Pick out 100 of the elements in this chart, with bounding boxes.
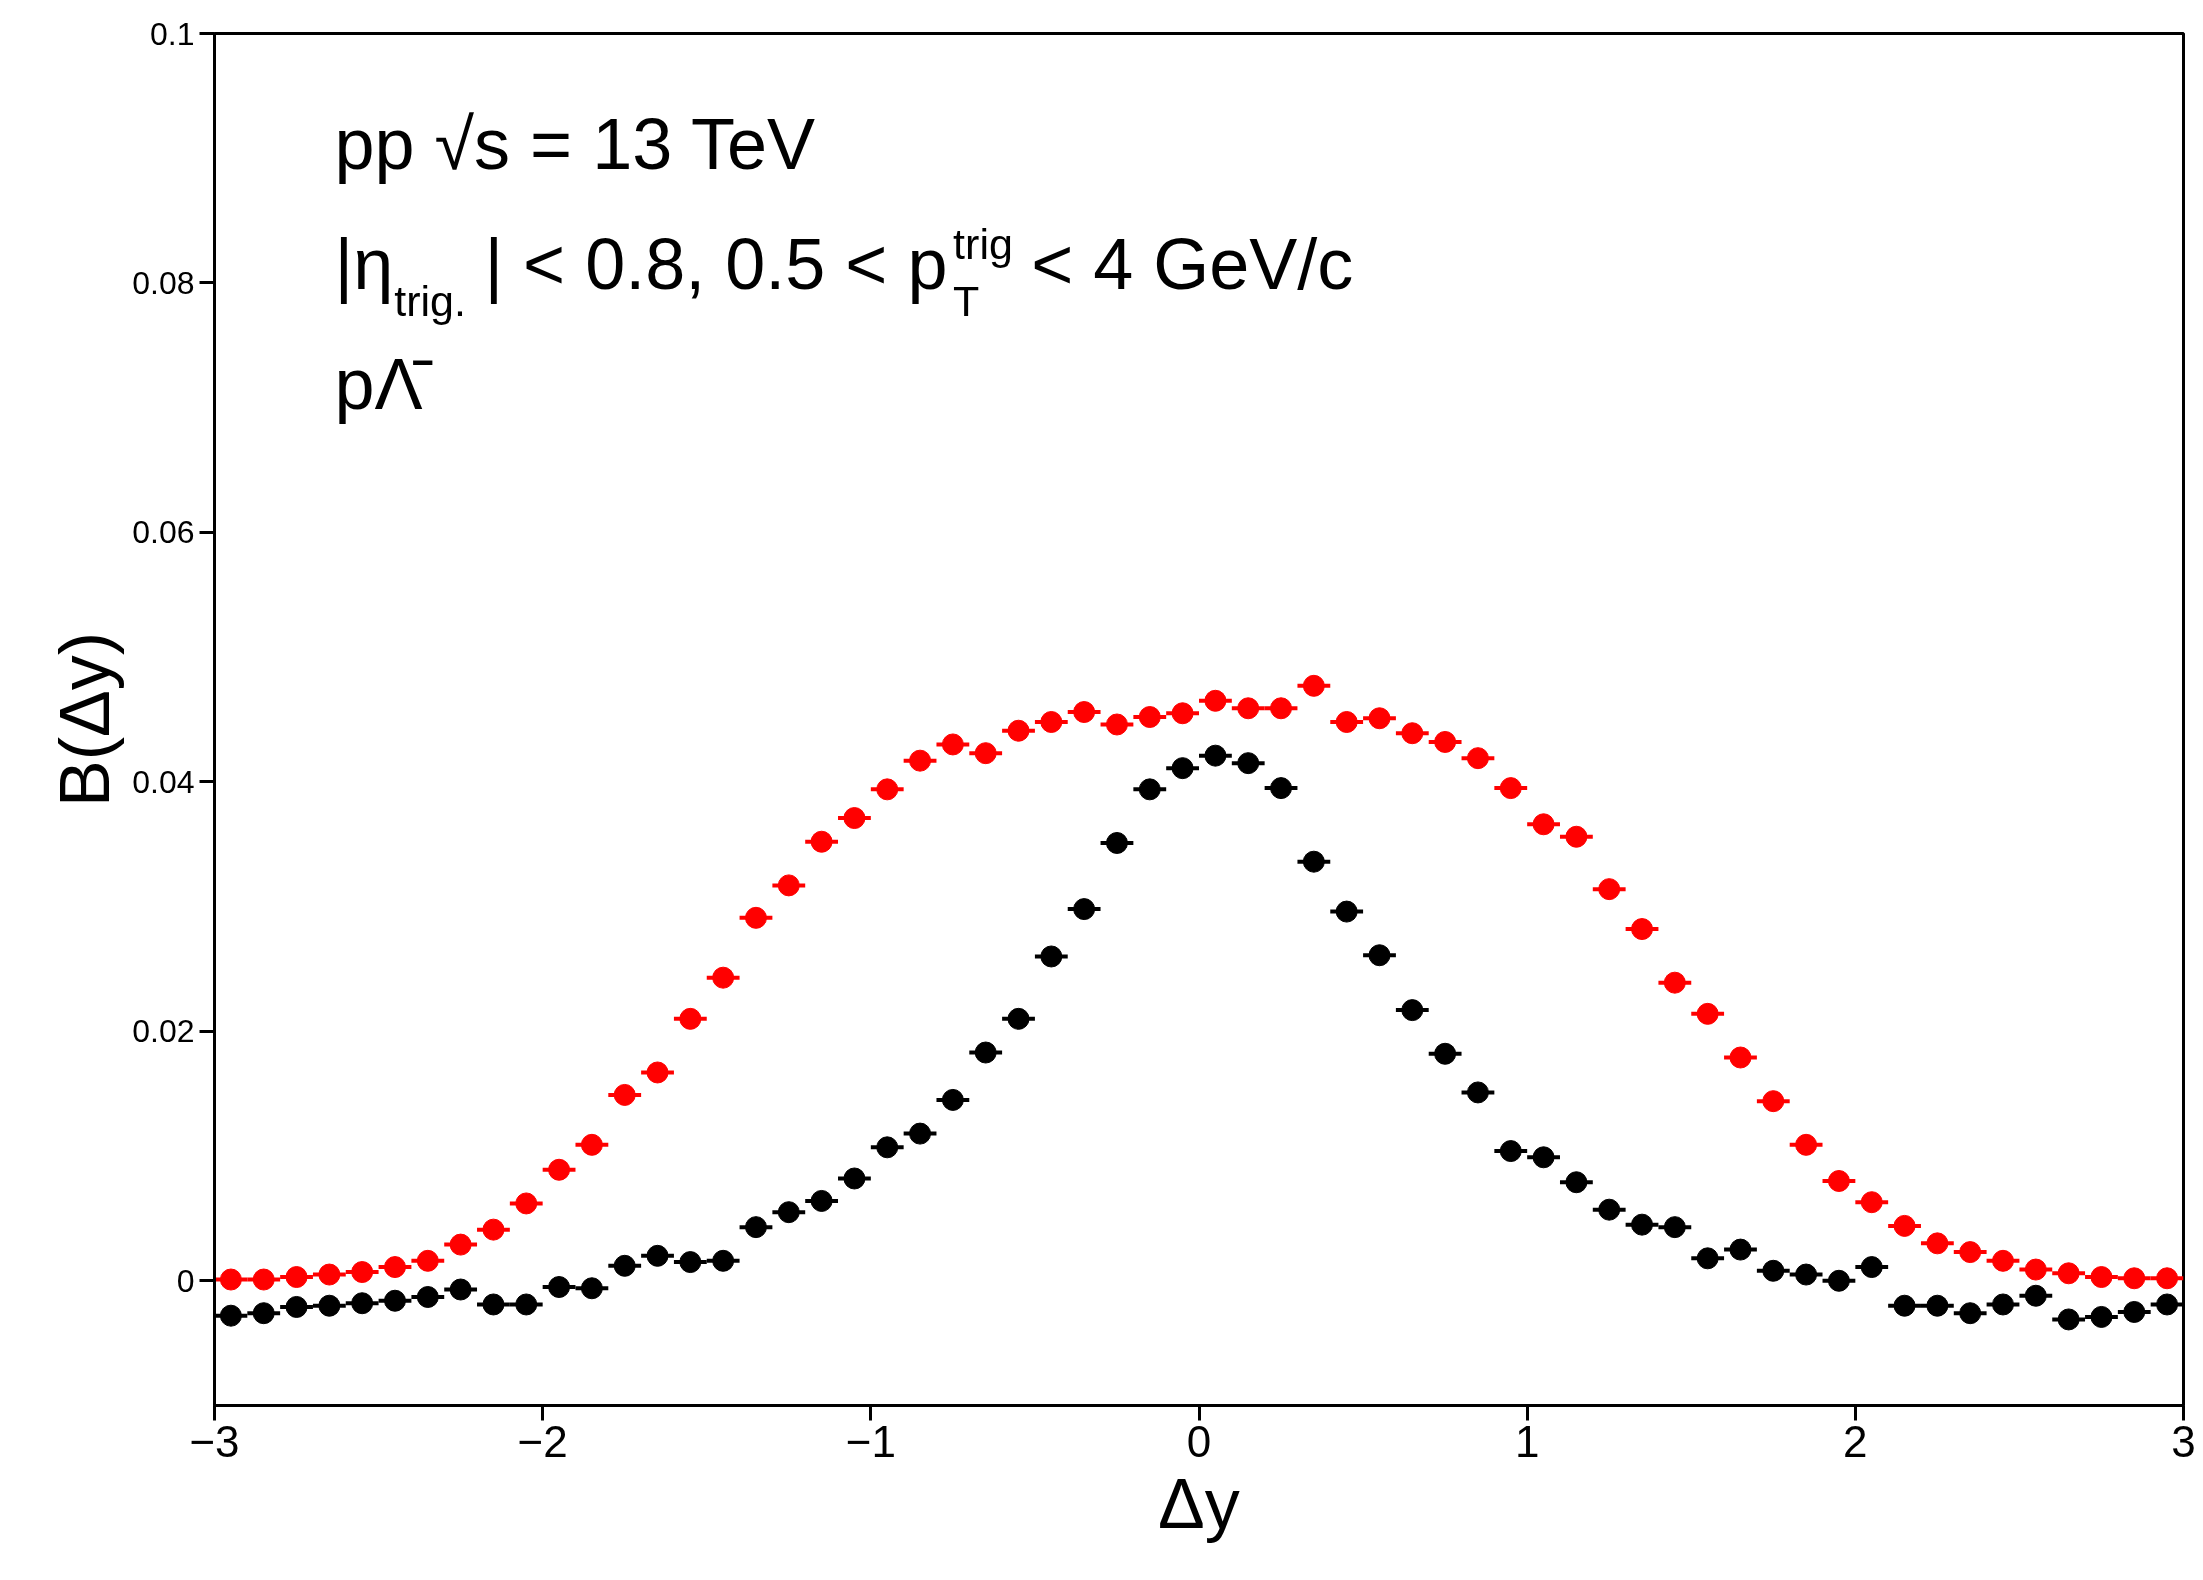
- point: [1795, 1133, 1818, 1156]
- point: [1237, 752, 1260, 775]
- point: [1631, 1213, 1654, 1236]
- point: [1827, 1170, 1850, 1192]
- point: [1532, 1146, 1555, 1169]
- point: [1893, 1294, 1916, 1317]
- point: [843, 807, 866, 830]
- point: [252, 1302, 275, 1325]
- point: [1368, 944, 1391, 967]
- point: [2156, 1293, 2179, 1316]
- point: [1926, 1294, 1949, 1317]
- point: [1401, 999, 1424, 1022]
- point: [744, 906, 767, 929]
- point: [777, 874, 800, 897]
- point: [1565, 1171, 1588, 1194]
- annotation: pp √s = 13 TeV: [334, 103, 816, 184]
- point: [1992, 1249, 2015, 1272]
- point: [548, 1276, 571, 1298]
- point: [1959, 1241, 1982, 1264]
- y-tick-label: 0: [176, 1262, 195, 1299]
- point: [318, 1263, 341, 1286]
- point: [1237, 697, 1260, 720]
- point: [1499, 1140, 1522, 1163]
- point: [613, 1083, 636, 1106]
- point: [1729, 1238, 1752, 1261]
- point: [909, 1122, 932, 1145]
- point: [1696, 1247, 1719, 1270]
- point: [1926, 1232, 1949, 1255]
- y-axis-title: B(Δy): [46, 631, 125, 808]
- point: [1171, 757, 1194, 780]
- point: [974, 1041, 997, 1064]
- point: [219, 1268, 242, 1291]
- point: [1663, 971, 1686, 994]
- point: [383, 1289, 406, 1312]
- point: [679, 1007, 702, 1030]
- point: [1696, 1002, 1719, 1025]
- point: [1368, 707, 1391, 730]
- point: [2123, 1267, 2146, 1290]
- point: [285, 1295, 308, 1318]
- point: [810, 1189, 833, 1212]
- point: [1631, 918, 1654, 941]
- point: [1073, 898, 1096, 921]
- point: [1270, 777, 1293, 800]
- point: [383, 1256, 406, 1279]
- y-tick-label: 0.04: [132, 763, 195, 800]
- point: [2024, 1284, 2047, 1307]
- point: [1434, 1042, 1457, 1065]
- point: [1565, 825, 1588, 848]
- point: [843, 1167, 866, 1190]
- point: [1598, 1198, 1621, 1221]
- point: [580, 1277, 603, 1300]
- point: [416, 1249, 439, 1272]
- point: [712, 966, 735, 989]
- point: [941, 1088, 964, 1111]
- point: [1401, 722, 1424, 745]
- point: [941, 733, 964, 756]
- point: [876, 778, 899, 801]
- point: [1040, 711, 1063, 733]
- point: [515, 1293, 538, 1316]
- point: [318, 1294, 341, 1317]
- x-axis-title: Δy: [1158, 1464, 1240, 1543]
- point: [646, 1244, 669, 1267]
- point: [1992, 1293, 2015, 1316]
- point: [1007, 719, 1030, 742]
- point: [449, 1278, 472, 1301]
- point: [2057, 1262, 2080, 1285]
- point: [1007, 1007, 1030, 1030]
- point: [2090, 1305, 2113, 1328]
- x-tick-label: 1: [1514, 1416, 1540, 1466]
- point: [351, 1292, 374, 1315]
- point: [252, 1268, 275, 1291]
- point: [285, 1266, 308, 1289]
- point: [1105, 832, 1128, 854]
- point: [1795, 1263, 1818, 1286]
- point: [351, 1261, 374, 1284]
- point: [1762, 1090, 1785, 1113]
- annotation: pΛ̄: [334, 343, 433, 424]
- point: [679, 1251, 702, 1274]
- point: [876, 1136, 899, 1159]
- point: [1335, 711, 1358, 733]
- x-tick-label: −2: [517, 1416, 568, 1466]
- point: [1302, 850, 1325, 873]
- point: [1466, 1081, 1489, 1104]
- point: [482, 1218, 505, 1241]
- point: [449, 1233, 472, 1256]
- point: [744, 1216, 767, 1239]
- point: [1827, 1269, 1850, 1292]
- point: [1335, 900, 1358, 923]
- point: [1959, 1302, 1982, 1325]
- point: [1466, 747, 1489, 770]
- point: [1270, 697, 1293, 720]
- point: [2090, 1266, 2113, 1289]
- point: [1893, 1214, 1916, 1237]
- point: [1073, 701, 1096, 723]
- point: [909, 749, 932, 772]
- point: [712, 1249, 735, 1272]
- x-tick-label: 3: [2171, 1416, 2196, 1466]
- point: [1860, 1191, 1883, 1214]
- point: [580, 1133, 603, 1156]
- point: [1499, 777, 1522, 800]
